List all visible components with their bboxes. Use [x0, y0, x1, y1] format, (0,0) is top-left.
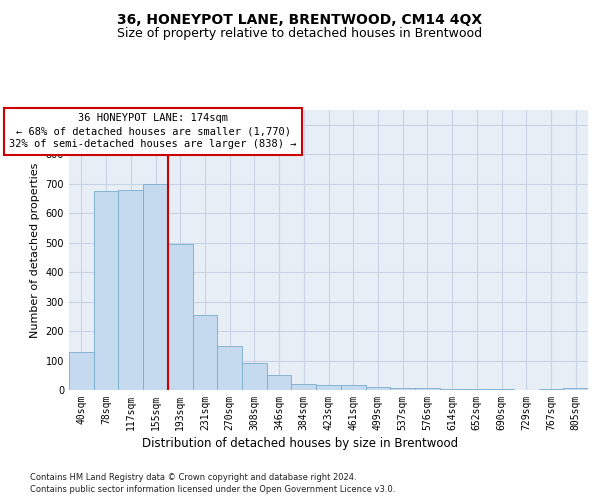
Bar	[267, 376, 292, 390]
Bar	[390, 388, 415, 390]
Bar	[365, 387, 390, 390]
Text: Size of property relative to detached houses in Brentwood: Size of property relative to detached ho…	[118, 28, 482, 40]
Bar	[143, 184, 168, 390]
Bar	[242, 364, 267, 390]
Y-axis label: Number of detached properties: Number of detached properties	[30, 162, 40, 338]
Bar	[217, 346, 242, 390]
Bar	[94, 191, 118, 390]
Bar	[118, 190, 143, 390]
Bar	[341, 384, 365, 390]
Text: 36, HONEYPOT LANE, BRENTWOOD, CM14 4QX: 36, HONEYPOT LANE, BRENTWOOD, CM14 4QX	[118, 12, 482, 26]
Bar	[415, 388, 440, 390]
Bar	[168, 244, 193, 390]
Text: 36 HONEYPOT LANE: 174sqm
← 68% of detached houses are smaller (1,770)
32% of sem: 36 HONEYPOT LANE: 174sqm ← 68% of detach…	[9, 113, 297, 150]
Bar	[563, 388, 588, 390]
Bar	[292, 384, 316, 390]
Text: Contains public sector information licensed under the Open Government Licence v3: Contains public sector information licen…	[30, 485, 395, 494]
Text: Distribution of detached houses by size in Brentwood: Distribution of detached houses by size …	[142, 438, 458, 450]
Bar	[464, 388, 489, 390]
Bar	[69, 352, 94, 390]
Bar	[316, 384, 341, 390]
Text: Contains HM Land Registry data © Crown copyright and database right 2024.: Contains HM Land Registry data © Crown c…	[30, 472, 356, 482]
Bar	[193, 315, 217, 390]
